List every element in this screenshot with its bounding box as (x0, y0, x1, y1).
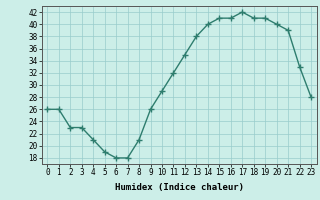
X-axis label: Humidex (Indice chaleur): Humidex (Indice chaleur) (115, 183, 244, 192)
